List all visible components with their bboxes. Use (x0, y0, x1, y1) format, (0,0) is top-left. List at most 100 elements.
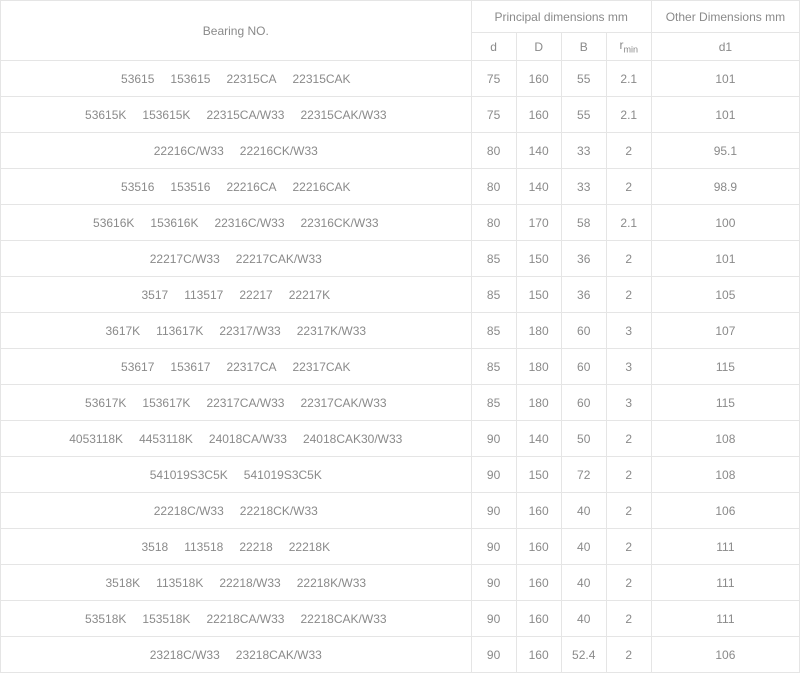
bearing-part: 22218K (289, 540, 330, 554)
bearing-cell: 53617K153617K22317CA/W3322317CAK/W33 (1, 385, 472, 421)
bearing-part: 22218CK/W33 (240, 504, 318, 518)
cell-d1: 115 (651, 349, 799, 385)
bearing-part: 22315CA (226, 72, 276, 86)
bearing-cell: 4053118K4453118K24018CA/W3324018CAK30/W3… (1, 421, 472, 457)
cell-B: 36 (561, 277, 606, 313)
cell-D: 180 (516, 349, 561, 385)
bearing-part: 22317K/W33 (297, 324, 366, 338)
cell-d: 85 (471, 313, 516, 349)
bearing-part: 23218CAK/W33 (236, 648, 322, 662)
cell-d1: 108 (651, 457, 799, 493)
bearing-part: 22315CAK/W33 (300, 108, 386, 122)
cell-rmin: 3 (606, 349, 651, 385)
cell-D: 180 (516, 313, 561, 349)
cell-rmin: 2 (606, 601, 651, 637)
table-row: 35181135182221822218K90160402111 (1, 529, 800, 565)
bearing-part: 153617 (170, 360, 210, 374)
cell-D: 160 (516, 529, 561, 565)
cell-d1: 106 (651, 637, 799, 673)
cell-d: 85 (471, 385, 516, 421)
cell-rmin: 2.1 (606, 205, 651, 241)
cell-d: 90 (471, 565, 516, 601)
cell-d: 90 (471, 637, 516, 673)
bearing-cell: 53615K153615K22315CA/W3322315CAK/W33 (1, 97, 472, 133)
bearing-part: 3518K (105, 576, 140, 590)
cell-B: 40 (561, 565, 606, 601)
cell-D: 140 (516, 421, 561, 457)
bearing-cell: 22217C/W3322217CAK/W33 (1, 241, 472, 277)
bearing-part: 153518K (142, 612, 190, 626)
bearing-part: 22216CAK (293, 180, 351, 194)
cell-d1: 100 (651, 205, 799, 241)
cell-d: 90 (471, 601, 516, 637)
cell-d: 75 (471, 97, 516, 133)
table-row: 5351615351622216CA22216CAK8014033298.9 (1, 169, 800, 205)
cell-D: 140 (516, 169, 561, 205)
cell-d: 85 (471, 277, 516, 313)
bearing-part: 22317CA (226, 360, 276, 374)
bearing-part: 22218C/W33 (154, 504, 224, 518)
cell-B: 33 (561, 133, 606, 169)
header-d: d (471, 33, 516, 61)
cell-rmin: 3 (606, 313, 651, 349)
cell-B: 72 (561, 457, 606, 493)
cell-d1: 111 (651, 529, 799, 565)
cell-d1: 115 (651, 385, 799, 421)
cell-rmin: 2 (606, 457, 651, 493)
bearing-part: 22216C/W33 (154, 144, 224, 158)
cell-d: 80 (471, 133, 516, 169)
cell-d1: 98.9 (651, 169, 799, 205)
cell-B: 40 (561, 529, 606, 565)
cell-rmin: 2.1 (606, 97, 651, 133)
cell-d: 85 (471, 349, 516, 385)
bearing-cell: 3518K113518K22218/W3322218K/W33 (1, 565, 472, 601)
bearing-part: 22218CAK/W33 (300, 612, 386, 626)
bearing-part: 24018CA/W33 (209, 432, 287, 446)
cell-B: 40 (561, 493, 606, 529)
bearings-table: Bearing NO. Principal dimensions mm Othe… (0, 0, 800, 673)
table-row: 5361515361522315CA22315CAK75160552.1101 (1, 61, 800, 97)
bearing-part: 3517 (141, 288, 168, 302)
table-row: 3617K113617K22317/W3322317K/W33851806031… (1, 313, 800, 349)
bearing-part: 22317CAK (293, 360, 351, 374)
bearing-part: 153615K (142, 108, 190, 122)
cell-D: 180 (516, 385, 561, 421)
cell-B: 36 (561, 241, 606, 277)
table-row: 53617K153617K22317CA/W3322317CAK/W338518… (1, 385, 800, 421)
bearing-part: 113518K (156, 576, 203, 590)
cell-D: 140 (516, 133, 561, 169)
bearing-part: 53615 (121, 72, 154, 86)
cell-D: 160 (516, 601, 561, 637)
cell-d1: 107 (651, 313, 799, 349)
bearing-part: 22316C/W33 (214, 216, 284, 230)
cell-rmin: 2 (606, 133, 651, 169)
cell-d1: 101 (651, 241, 799, 277)
cell-D: 160 (516, 97, 561, 133)
table-row: 35171135172221722217K85150362105 (1, 277, 800, 313)
header-bearing-no: Bearing NO. (1, 1, 472, 61)
bearing-part: 541019S3C5K (244, 468, 322, 482)
cell-D: 150 (516, 277, 561, 313)
cell-D: 150 (516, 457, 561, 493)
cell-D: 160 (516, 565, 561, 601)
cell-d: 85 (471, 241, 516, 277)
table-body: 5361515361522315CA22315CAK75160552.11015… (1, 61, 800, 673)
bearing-part: 541019S3C5K (150, 468, 228, 482)
bearing-cell: 53518K153518K22218CA/W3322218CAK/W33 (1, 601, 472, 637)
table-row: 53615K153615K22315CA/W3322315CAK/W337516… (1, 97, 800, 133)
cell-d1: 111 (651, 601, 799, 637)
cell-rmin: 2 (606, 637, 651, 673)
cell-B: 60 (561, 349, 606, 385)
bearing-cell: 23218C/W3323218CAK/W33 (1, 637, 472, 673)
bearing-part: 153516 (170, 180, 210, 194)
bearing-part: 113518 (184, 540, 223, 554)
bearing-cell: 5351615351622216CA22216CAK (1, 169, 472, 205)
bearing-part: 3518 (141, 540, 168, 554)
bearing-cell: 541019S3C5K 541019S3C5K (1, 457, 472, 493)
bearing-part: 22317/W33 (219, 324, 280, 338)
cell-d1: 95.1 (651, 133, 799, 169)
cell-rmin: 2.1 (606, 61, 651, 97)
bearing-part: 22217 (239, 288, 272, 302)
cell-D: 170 (516, 205, 561, 241)
bearing-part: 53615K (85, 108, 126, 122)
